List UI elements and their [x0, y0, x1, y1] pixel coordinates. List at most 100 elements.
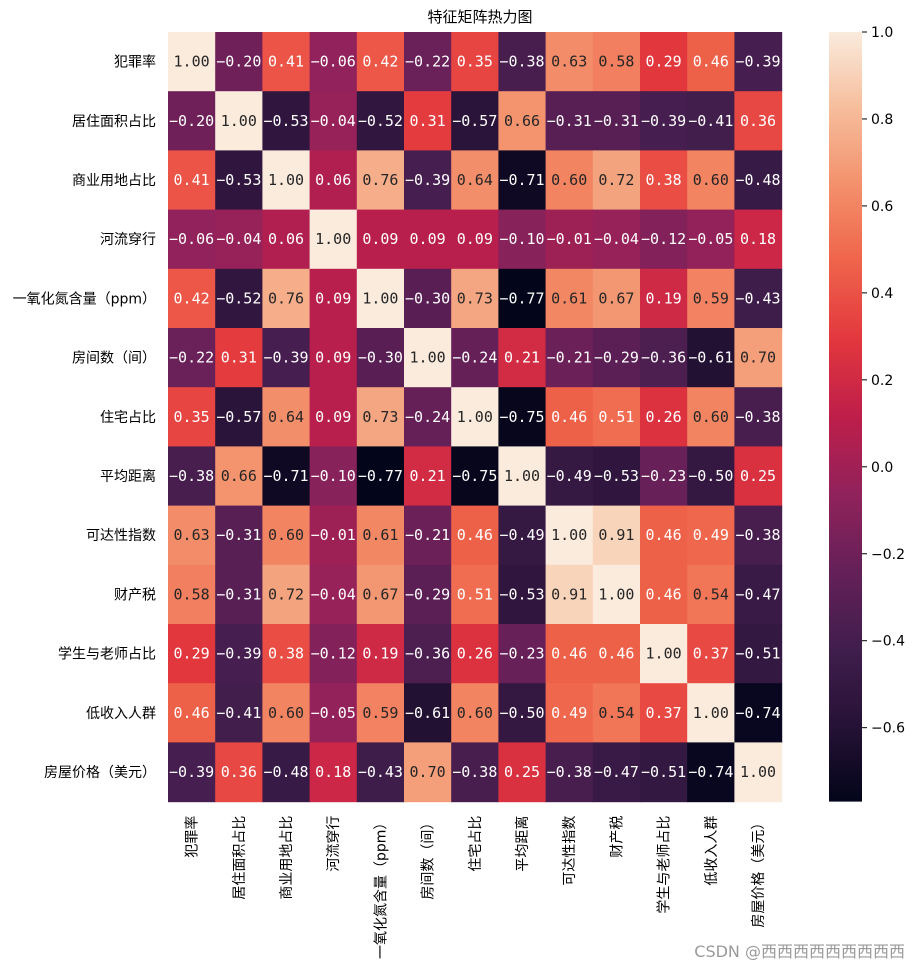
- heatmap-cell: [356, 209, 405, 270]
- cell-value-label: −0.39: [641, 112, 686, 130]
- cell-value-label: −0.04: [216, 230, 261, 248]
- cell-value-label: 0.42: [362, 53, 398, 71]
- cell-value-label: 0.60: [693, 171, 729, 189]
- heatmap-cell: [545, 32, 594, 92]
- colorbar-tick-label: −0.4: [871, 634, 905, 650]
- cell-value-label: 0.63: [551, 53, 587, 71]
- cell-value-label: 0.60: [551, 171, 587, 189]
- heatmap-cell: [215, 91, 263, 151]
- heatmap-cell: [168, 268, 216, 329]
- heatmap-cell: [687, 268, 735, 329]
- heatmap-cell: [687, 328, 735, 388]
- heatmap-cell: [640, 624, 688, 684]
- cell-value-label: 0.73: [362, 408, 398, 426]
- y-tick-label: 住宅占比: [100, 410, 156, 426]
- watermark-text: CSDN @西西西西西西西西西: [694, 942, 905, 961]
- cell-value-label: −0.49: [499, 526, 544, 544]
- cell-value-label: −0.29: [405, 585, 450, 603]
- cell-value-label: 0.60: [268, 704, 304, 722]
- cell-value-label: 1.00: [646, 645, 682, 663]
- heatmap-cell: [215, 505, 263, 566]
- heatmap-cell: [262, 742, 311, 803]
- heatmap-cell: [498, 209, 547, 270]
- heatmap-cell: [640, 328, 688, 388]
- cell-value-label: 0.36: [221, 763, 257, 781]
- cell-value-label: 0.31: [410, 112, 446, 130]
- heatmap-cell: [592, 387, 641, 447]
- cell-value-label: −0.61: [405, 704, 450, 722]
- cell-value-label: 1.00: [221, 112, 257, 130]
- heatmap-cell: [262, 683, 311, 743]
- heatmap-cell: [545, 268, 594, 329]
- cell-value-label: −0.24: [405, 408, 450, 426]
- cell-value-label: 0.60: [268, 526, 304, 544]
- colorbar-tick-label: 0.4: [871, 286, 893, 302]
- cell-value-label: −0.43: [358, 763, 403, 781]
- heatmap-cell: [498, 564, 547, 625]
- cell-value-label: 0.70: [740, 349, 776, 367]
- cell-value-label: 0.54: [598, 704, 634, 722]
- x-tick-label: 可达性指数: [562, 816, 578, 886]
- cell-value-label: 0.63: [174, 526, 210, 544]
- cell-value-label: −0.48: [735, 171, 780, 189]
- cell-value-label: −0.38: [735, 526, 780, 544]
- heatmap-cell: [498, 91, 547, 151]
- heatmap-cell: [734, 91, 783, 151]
- cell-value-label: 0.51: [457, 585, 493, 603]
- heatmap-cell: [262, 91, 311, 151]
- cell-value-label: 1.00: [362, 289, 398, 307]
- heatmap-cell: [687, 683, 735, 743]
- cell-value-label: 0.37: [646, 704, 682, 722]
- heatmap-cell: [545, 91, 594, 151]
- chart-title: 特征矩阵热力图: [427, 8, 532, 26]
- heatmap-cell: [215, 209, 263, 270]
- heatmap-cell: [356, 328, 405, 388]
- heatmap-cell: [262, 505, 311, 566]
- cell-value-label: 0.46: [693, 53, 729, 71]
- heatmap-cell: [498, 446, 547, 507]
- cell-value-label: 0.91: [551, 585, 587, 603]
- cell-value-label: −0.12: [641, 230, 686, 248]
- heatmap-cell: [168, 742, 216, 803]
- cell-value-label: −0.41: [216, 704, 261, 722]
- x-tick-label: 商业用地占比: [279, 816, 295, 900]
- cell-value-label: 0.46: [646, 526, 682, 544]
- heatmap-cell: [545, 683, 594, 743]
- cell-value-label: −0.53: [594, 467, 639, 485]
- heatmap-cell: [356, 150, 405, 211]
- heatmap-cell: [215, 32, 263, 92]
- cell-value-label: 0.61: [551, 289, 587, 307]
- heatmap-cell: [168, 505, 216, 566]
- heatmap-cell: [498, 150, 547, 211]
- cell-value-label: 0.42: [174, 289, 210, 307]
- heatmap-cell: [215, 328, 263, 388]
- heatmap-cell: [734, 268, 783, 329]
- cell-value-label: 0.06: [268, 230, 304, 248]
- heatmap-cell: [451, 150, 499, 211]
- cell-value-label: 0.76: [268, 289, 304, 307]
- heatmap-cell: [262, 387, 311, 447]
- cell-value-label: 0.58: [174, 585, 210, 603]
- cell-value-label: −0.48: [263, 763, 308, 781]
- cell-value-label: −0.04: [311, 585, 356, 603]
- cell-value-label: −0.21: [547, 349, 592, 367]
- cell-value-label: 0.09: [362, 230, 398, 248]
- heatmap-cell: [734, 387, 783, 447]
- heatmap-cell: [168, 446, 216, 507]
- heatmap-cell: [215, 624, 263, 684]
- heatmap-cell: [734, 505, 783, 566]
- heatmap-cell: [545, 505, 594, 566]
- cell-value-label: 0.61: [362, 526, 398, 544]
- cell-value-label: −0.04: [311, 112, 356, 130]
- cell-value-label: 0.59: [362, 704, 398, 722]
- cell-value-label: −0.38: [452, 763, 497, 781]
- heatmap-cell: [640, 268, 688, 329]
- heatmap-cell: [215, 564, 263, 625]
- cell-value-label: 0.09: [457, 230, 493, 248]
- heatmap-cell: [687, 32, 735, 92]
- heatmap-cell: [262, 624, 311, 684]
- cell-value-label: 0.46: [646, 585, 682, 603]
- heatmap-cell: [168, 564, 216, 625]
- heatmap-cell: [451, 328, 499, 388]
- heatmap-cell: [356, 624, 405, 684]
